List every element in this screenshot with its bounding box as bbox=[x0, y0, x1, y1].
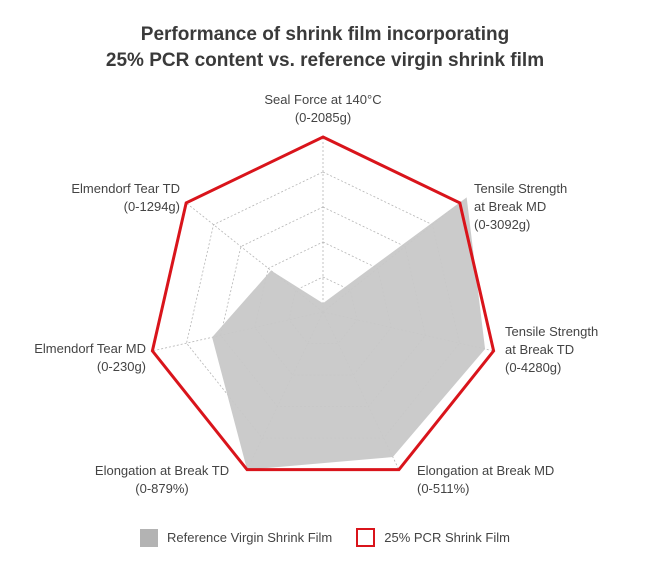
axis-label-5: Elongation at Break TD (0-879%) bbox=[95, 463, 229, 496]
axis-label-3-line-3: (0-4280g) bbox=[505, 360, 561, 375]
chart-title-line-2: 25% PCR content vs. reference virgin shr… bbox=[105, 50, 545, 71]
legend-label-reference: Reference Virgin Shrink Film bbox=[167, 530, 333, 545]
chart-title: Performance of shrink film incorporating… bbox=[0, 22, 650, 74]
axis-label-7: Elmendorf Tear TD (0-1294g) bbox=[71, 181, 180, 214]
axis-label-6: Elmendorf Tear MD (0-230g) bbox=[34, 341, 146, 374]
axis-label-4-line-1: Elongation at Break MD bbox=[417, 463, 554, 478]
axis-label-2: Tensile Strength at Break MD (0-3092g) bbox=[474, 181, 567, 232]
axis-label-6-line-2: (0-230g) bbox=[97, 359, 146, 374]
axis-label-7-line-2: (0-1294g) bbox=[124, 199, 180, 214]
axis-label-5-line-2: (0-879%) bbox=[135, 481, 188, 496]
axis-label-6-line-1: Elmendorf Tear MD bbox=[34, 341, 146, 356]
axis-label-4-line-2: (0-511%) bbox=[417, 481, 470, 496]
legend-label-pcr: 25% PCR Shrink Film bbox=[384, 530, 510, 545]
axis-label-7-line-1: Elmendorf Tear TD bbox=[71, 181, 180, 196]
legend-item-pcr: 25% PCR Shrink Film bbox=[356, 528, 510, 547]
series-pcr-outline bbox=[150, 135, 496, 472]
radar-chart: Seal Force at 140°C (0-2085g) Tensile Stre… bbox=[34, 92, 598, 496]
axis-label-4: Elongation at Break MD (0-511%) bbox=[417, 463, 554, 496]
axis-label-1: Seal Force at 140°C (0-2085g) bbox=[264, 92, 381, 125]
axis-label-3: Tensile Strength at Break TD (0-4280g) bbox=[505, 324, 598, 375]
axis-label-2-line-1: Tensile Strength bbox=[474, 181, 567, 196]
series-reference-area bbox=[212, 197, 486, 470]
axis-label-3-line-1: Tensile Strength bbox=[505, 324, 598, 339]
legend-swatch-pcr bbox=[356, 528, 376, 547]
legend-swatch-reference bbox=[140, 528, 159, 547]
axis-label-1-line-1: Seal Force at 140°C bbox=[264, 92, 381, 107]
axis-label-2-line-3: (0-3092g) bbox=[474, 217, 530, 232]
chart-title-line-1: Performance of shrink film incorporating bbox=[140, 24, 510, 45]
axis-label-5-line-1: Elongation at Break TD bbox=[95, 463, 229, 478]
axis-label-3-line-2: at Break TD bbox=[505, 342, 574, 357]
axis-label-1-line-2: (0-2085g) bbox=[295, 110, 351, 125]
axis-label-2-line-2: at Break MD bbox=[474, 199, 546, 214]
legend: Reference Virgin Shrink Film 25% PCR Shr… bbox=[0, 528, 650, 547]
legend-item-reference: Reference Virgin Shrink Film bbox=[140, 528, 333, 547]
